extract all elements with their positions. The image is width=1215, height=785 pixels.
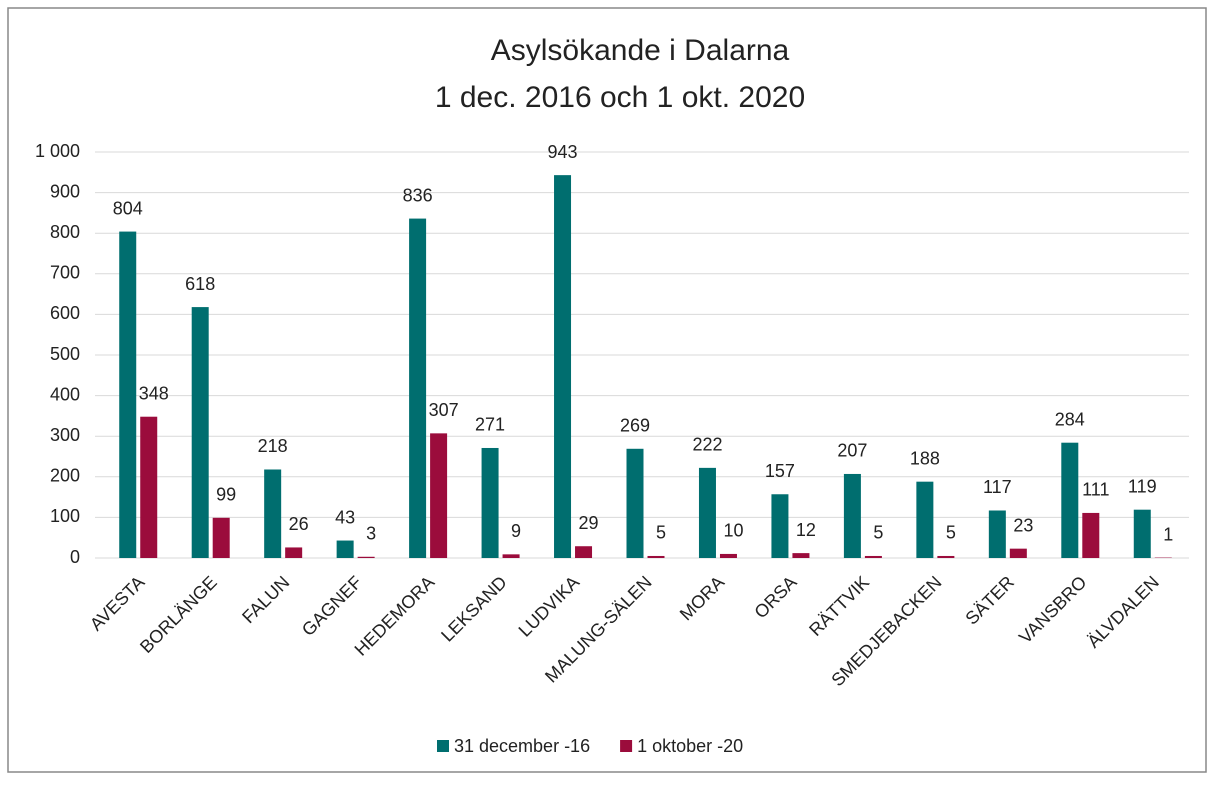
bar — [430, 433, 447, 558]
y-tick-label: 400 — [50, 384, 80, 404]
bar — [503, 554, 520, 558]
bar — [140, 417, 157, 558]
bar — [699, 468, 716, 558]
data-label: 26 — [289, 514, 309, 534]
bar — [554, 175, 571, 558]
data-label: 5 — [873, 523, 883, 543]
bar — [937, 556, 954, 558]
data-label: 157 — [765, 461, 795, 481]
data-label: 12 — [796, 520, 816, 540]
bar — [1082, 513, 1099, 558]
bar — [989, 510, 1006, 558]
bar — [358, 557, 375, 558]
bar — [1010, 549, 1027, 558]
data-label: 29 — [579, 513, 599, 533]
y-tick-label: 0 — [70, 547, 80, 567]
data-label: 218 — [258, 436, 288, 456]
legend-swatch — [620, 740, 632, 752]
bar — [720, 554, 737, 558]
y-tick-label: 100 — [50, 506, 80, 526]
bar — [482, 448, 499, 558]
data-label: 207 — [837, 441, 867, 461]
bar — [213, 518, 230, 558]
bar — [119, 232, 136, 558]
chart-title: Asylsökande i Dalarna — [491, 34, 790, 67]
data-label: 99 — [216, 485, 236, 505]
bar — [575, 546, 592, 558]
bar — [264, 469, 281, 558]
data-label: 1 — [1163, 524, 1173, 544]
bar — [409, 219, 426, 558]
bar — [916, 482, 933, 558]
y-tick-label: 300 — [50, 425, 80, 445]
data-label: 9 — [511, 521, 521, 541]
y-tick-label: 1 000 — [35, 141, 80, 161]
bar — [337, 541, 354, 558]
data-label: 222 — [692, 435, 722, 455]
bar — [771, 494, 788, 558]
bar — [1134, 510, 1151, 558]
data-label: 23 — [1013, 515, 1033, 535]
data-label: 618 — [185, 274, 215, 294]
bar — [192, 307, 209, 558]
data-label: 3 — [366, 524, 376, 544]
data-label: 119 — [1128, 476, 1157, 496]
legend-label: 31 december -16 — [454, 736, 590, 756]
chart-border — [8, 8, 1206, 772]
data-label: 117 — [983, 477, 1012, 497]
data-label: 943 — [548, 142, 578, 162]
y-tick-label: 800 — [50, 222, 80, 242]
data-label: 284 — [1055, 409, 1085, 429]
bar — [865, 556, 882, 558]
data-label: 804 — [113, 198, 143, 218]
y-tick-label: 500 — [50, 344, 80, 364]
legend-label: 1 oktober -20 — [637, 736, 743, 756]
data-label: 269 — [620, 416, 650, 436]
bar — [844, 474, 861, 558]
bar — [792, 553, 809, 558]
data-label: 10 — [723, 521, 743, 541]
data-label: 5 — [656, 523, 666, 543]
data-label: 188 — [910, 448, 940, 468]
y-tick-label: 900 — [50, 181, 80, 201]
y-tick-label: 200 — [50, 466, 80, 486]
data-label: 43 — [335, 507, 355, 527]
chart-subtitle: 1 dec. 2016 och 1 okt. 2020 — [435, 81, 805, 114]
bar — [1061, 443, 1078, 558]
y-tick-label: 600 — [50, 303, 80, 323]
y-tick-label: 700 — [50, 263, 80, 283]
bar — [648, 556, 665, 558]
data-label: 836 — [403, 185, 433, 205]
data-label: 271 — [475, 415, 505, 435]
legend-swatch — [437, 740, 449, 752]
data-label: 111 — [1082, 480, 1109, 500]
bar — [627, 449, 644, 558]
bar — [285, 547, 302, 558]
data-label: 348 — [139, 383, 169, 403]
data-label: 5 — [946, 523, 956, 543]
data-label: 307 — [429, 400, 459, 420]
